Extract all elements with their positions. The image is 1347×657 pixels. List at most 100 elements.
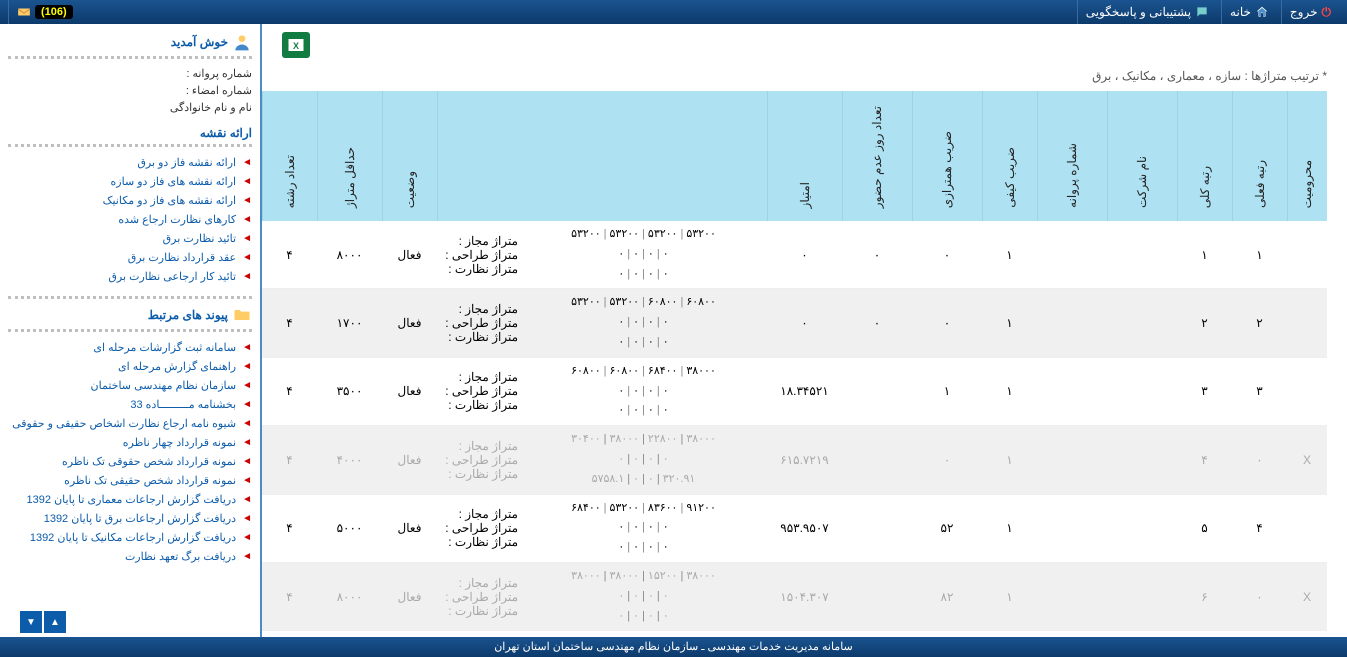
mail-icon xyxy=(17,5,31,19)
sidebar-section-2: پیوند های مرتبط ◄ سامانه ثبت گزارشات مرحل… xyxy=(8,305,252,566)
cell xyxy=(1107,426,1177,494)
sidebar-link[interactable]: ◄ارائه نقشه فاز دو برق xyxy=(8,153,252,172)
export-excel-button[interactable]: X xyxy=(282,32,310,58)
cell: ۴ xyxy=(1177,426,1232,494)
sidebar-link[interactable]: ◄دریافت گزارش ارجاعات مکانیک تا پایان 13… xyxy=(8,528,252,547)
sidebar-link[interactable]: ◄شیوه نامه ارجاع نظارت اشخاص حقیقی و حقو… xyxy=(8,414,252,433)
cell: ۰ xyxy=(1232,562,1287,630)
cell xyxy=(1107,357,1177,425)
cell xyxy=(842,562,912,630)
sidebar-link[interactable]: ◄ راهنمای گزارش مرحله ای xyxy=(8,357,252,376)
col-header xyxy=(437,91,767,221)
cell: ۸۰۰۰ xyxy=(317,221,382,289)
cell: ۴ xyxy=(262,494,317,562)
sidebar-link[interactable]: ◄ عقد قرارداد نظارت برق xyxy=(8,248,252,267)
sidebar-link[interactable]: ◄ارائه نقشه های فاز دو مکانیک xyxy=(8,191,252,210)
sidebar-link[interactable]: ◄ ارائه نقشه های فاز دو سازه xyxy=(8,172,252,191)
col-header: نام شرکت xyxy=(1107,91,1177,221)
topbar-exit-label: خروج xyxy=(1290,5,1318,19)
cell: فعال xyxy=(382,562,437,630)
caret-icon: ◄ xyxy=(242,176,252,187)
sidebar-link[interactable]: ◄دریافت گزارش ارجاعات معماری تا پایان 13… xyxy=(8,490,252,509)
cell xyxy=(842,426,912,494)
topbar-exit[interactable]: ⏻ خروج xyxy=(1281,0,1339,24)
topbar-home[interactable]: خانه xyxy=(1221,0,1277,24)
cell: فعال xyxy=(382,494,437,562)
cell: ۶۱۵.۷۲۱۹ xyxy=(767,426,842,494)
caret-icon: ◄ xyxy=(242,195,252,206)
caret-icon: ◄ xyxy=(242,494,252,505)
sidebar-link[interactable]: ◄ سامانه ثبت گزارشات مرحله ای xyxy=(8,338,252,357)
caret-icon: ◄ xyxy=(242,271,252,282)
cell: ۲ xyxy=(1232,289,1287,357)
caret-icon: ◄ xyxy=(242,399,252,410)
cell: ۰ xyxy=(912,289,982,357)
caret-icon: ◄ xyxy=(242,342,252,353)
col-header: ضریب همترازی xyxy=(912,91,982,221)
sidebar-link[interactable]: ◄تائید کار ارجاعی نظارت برق xyxy=(8,267,252,286)
link-label: ارائه نقشه فاز دو برق xyxy=(137,156,236,169)
link-label: عقد قرارداد نظارت برق xyxy=(128,251,236,264)
sidebar-link[interactable]: ◄تائید نظارت برق xyxy=(8,229,252,248)
section2-title: پیوند های مرتبط xyxy=(148,308,228,322)
topbar-notifications[interactable]: (106) xyxy=(8,0,81,24)
table-row[interactable]: ۱۱۱۰۰۰۵۳۲۰۰|۵۳۲۰۰|۵۳۲۰۰|۵۳۲۰۰۰|۰|۰|۰۰|۰|… xyxy=(260,221,1327,289)
cell xyxy=(842,357,912,425)
cell: ۶ xyxy=(1177,562,1232,630)
metraj-order-note: * ترتیب متراژها : سازه ، معماری ، مکانیک… xyxy=(282,69,1327,83)
cell: ۱ xyxy=(1177,221,1232,289)
sidebar-link[interactable]: ◄نمونه قرارداد شخص حقوقی تک ناظره xyxy=(8,452,252,471)
cell: ۴ xyxy=(262,221,317,289)
table-row[interactable]: ۴۵۱۵۲۹۵۳.۹۵۰۷۹۱۲۰۰|۸۳۶۰۰|۵۳۲۰۰|۶۸۴۰۰۰|۰|… xyxy=(260,494,1327,562)
svg-text:X: X xyxy=(293,41,299,51)
link-label: نمونه قرارداد شخص حقوقی تک ناظره xyxy=(62,455,236,468)
link-label: نمونه قرارداد چهار ناظره xyxy=(123,436,236,449)
sidebar-link[interactable]: ◄کارهای نظارت ارجاع شده xyxy=(8,210,252,229)
sidebar-link[interactable]: ◄دریافت برگ تعهد نظارت xyxy=(8,547,252,566)
footer: سامانه مدیریت خدمات مهندسی ـ سازمان نظام… xyxy=(0,637,1347,657)
cell: ۰ xyxy=(767,221,842,289)
cell: ۴ xyxy=(262,426,317,494)
scroll-up-button[interactable]: ▲ xyxy=(44,611,66,633)
sidebar-link[interactable]: ◄بخشنامه مـــــــــاده 33 xyxy=(8,395,252,414)
link-label: نمونه قرارداد شخص حقیقی تک ناظره xyxy=(64,474,236,487)
sidebar-link[interactable]: ◄ دریافت گزارش ارجاعات برق تا پایان 1392 xyxy=(8,509,252,528)
scroll-down-button[interactable]: ▼ xyxy=(20,611,42,633)
table-row[interactable]: X۰۴۱۰۶۱۵.۷۲۱۹۳۸۰۰۰|۲۲۸۰۰|۳۸۰۰۰|۳۰۴۰۰۰|۰|… xyxy=(260,426,1327,494)
cell xyxy=(1037,562,1107,630)
scroll-buttons: ▲ ▼ xyxy=(20,611,66,633)
topbar-support-label: پشتیبانی و پاسخگویی xyxy=(1086,5,1191,19)
col-header: تعداد رشته xyxy=(262,91,317,221)
caret-icon: ◄ xyxy=(242,513,252,524)
sidebar-link[interactable]: ◄سازمان نظام مهندسی ساختمان xyxy=(8,376,252,395)
cell xyxy=(1037,426,1107,494)
table-row[interactable]: ۳۳۱۱۱۸.۳۴۵۲۱۳۸۰۰۰|۶۸۴۰۰|۶۰۸۰۰|۶۰۸۰۰۰|۰|۰… xyxy=(260,357,1327,425)
link-label: راهنمای گزارش مرحله ای xyxy=(118,360,236,373)
cell: ۴ xyxy=(262,562,317,630)
cell: ۲ xyxy=(1177,289,1232,357)
caret-icon: ◄ xyxy=(242,361,252,372)
link-label: ارائه نقشه های فاز دو سازه xyxy=(111,175,237,188)
sidebar-link[interactable]: ◄نمونه قرارداد شخص حقیقی تک ناظره xyxy=(8,471,252,490)
table-row[interactable]: X۰۶۱۸۲۱۵۰۴.۳۰۷۳۸۰۰۰|۱۵۲۰۰|۳۸۰۰۰|۳۸۰۰۰۰|۰… xyxy=(260,562,1327,630)
cell-metraj: ۳۸۰۰۰|۲۲۸۰۰|۳۸۰۰۰|۳۰۴۰۰۰|۰|۰|۰۳۲۰.۹۱|۰|۰… xyxy=(437,426,767,494)
topbar-support[interactable]: پشتیبانی و پاسخگویی xyxy=(1077,0,1217,24)
cell: ۳۵۰۰ xyxy=(317,357,382,425)
sidebar-link[interactable]: ◄نمونه قرارداد چهار ناظره xyxy=(8,433,252,452)
folder-icon xyxy=(232,305,252,325)
sidebar-welcome: خوش آمدید شماره پروانه : شماره امضاء : ن… xyxy=(8,32,252,116)
cell: X xyxy=(1287,426,1327,494)
caret-icon: ◄ xyxy=(242,380,252,391)
table-row[interactable]: ۲۲۱۰۰۰۶۰۸۰۰|۶۰۸۰۰|۵۳۲۰۰|۵۳۲۰۰۰|۰|۰|۰۰|۰|… xyxy=(260,289,1327,357)
cell: ۱ xyxy=(912,357,982,425)
cell: ۰ xyxy=(767,289,842,357)
link-label: شیوه نامه ارجاع نظارت اشخاص حقیقی و حقوق… xyxy=(12,417,236,430)
cell: فعال xyxy=(382,357,437,425)
cell: ۱۳۹۲/۰۴/۰۲ xyxy=(260,426,262,494)
caret-icon: ◄ xyxy=(242,252,252,263)
cell: ۳ xyxy=(1232,357,1287,425)
cell-metraj: ۶۰۸۰۰|۶۰۸۰۰|۵۳۲۰۰|۵۳۲۰۰۰|۰|۰|۰۰|۰|۰|۰متر… xyxy=(437,289,767,357)
link-label: سامانه ثبت گزارشات مرحله ای xyxy=(93,341,236,354)
cell: ۱۳۹۲/۰۱/۲۲ xyxy=(260,357,262,425)
link-label: دریافت گزارش ارجاعات برق تا پایان 1392 xyxy=(44,512,236,525)
